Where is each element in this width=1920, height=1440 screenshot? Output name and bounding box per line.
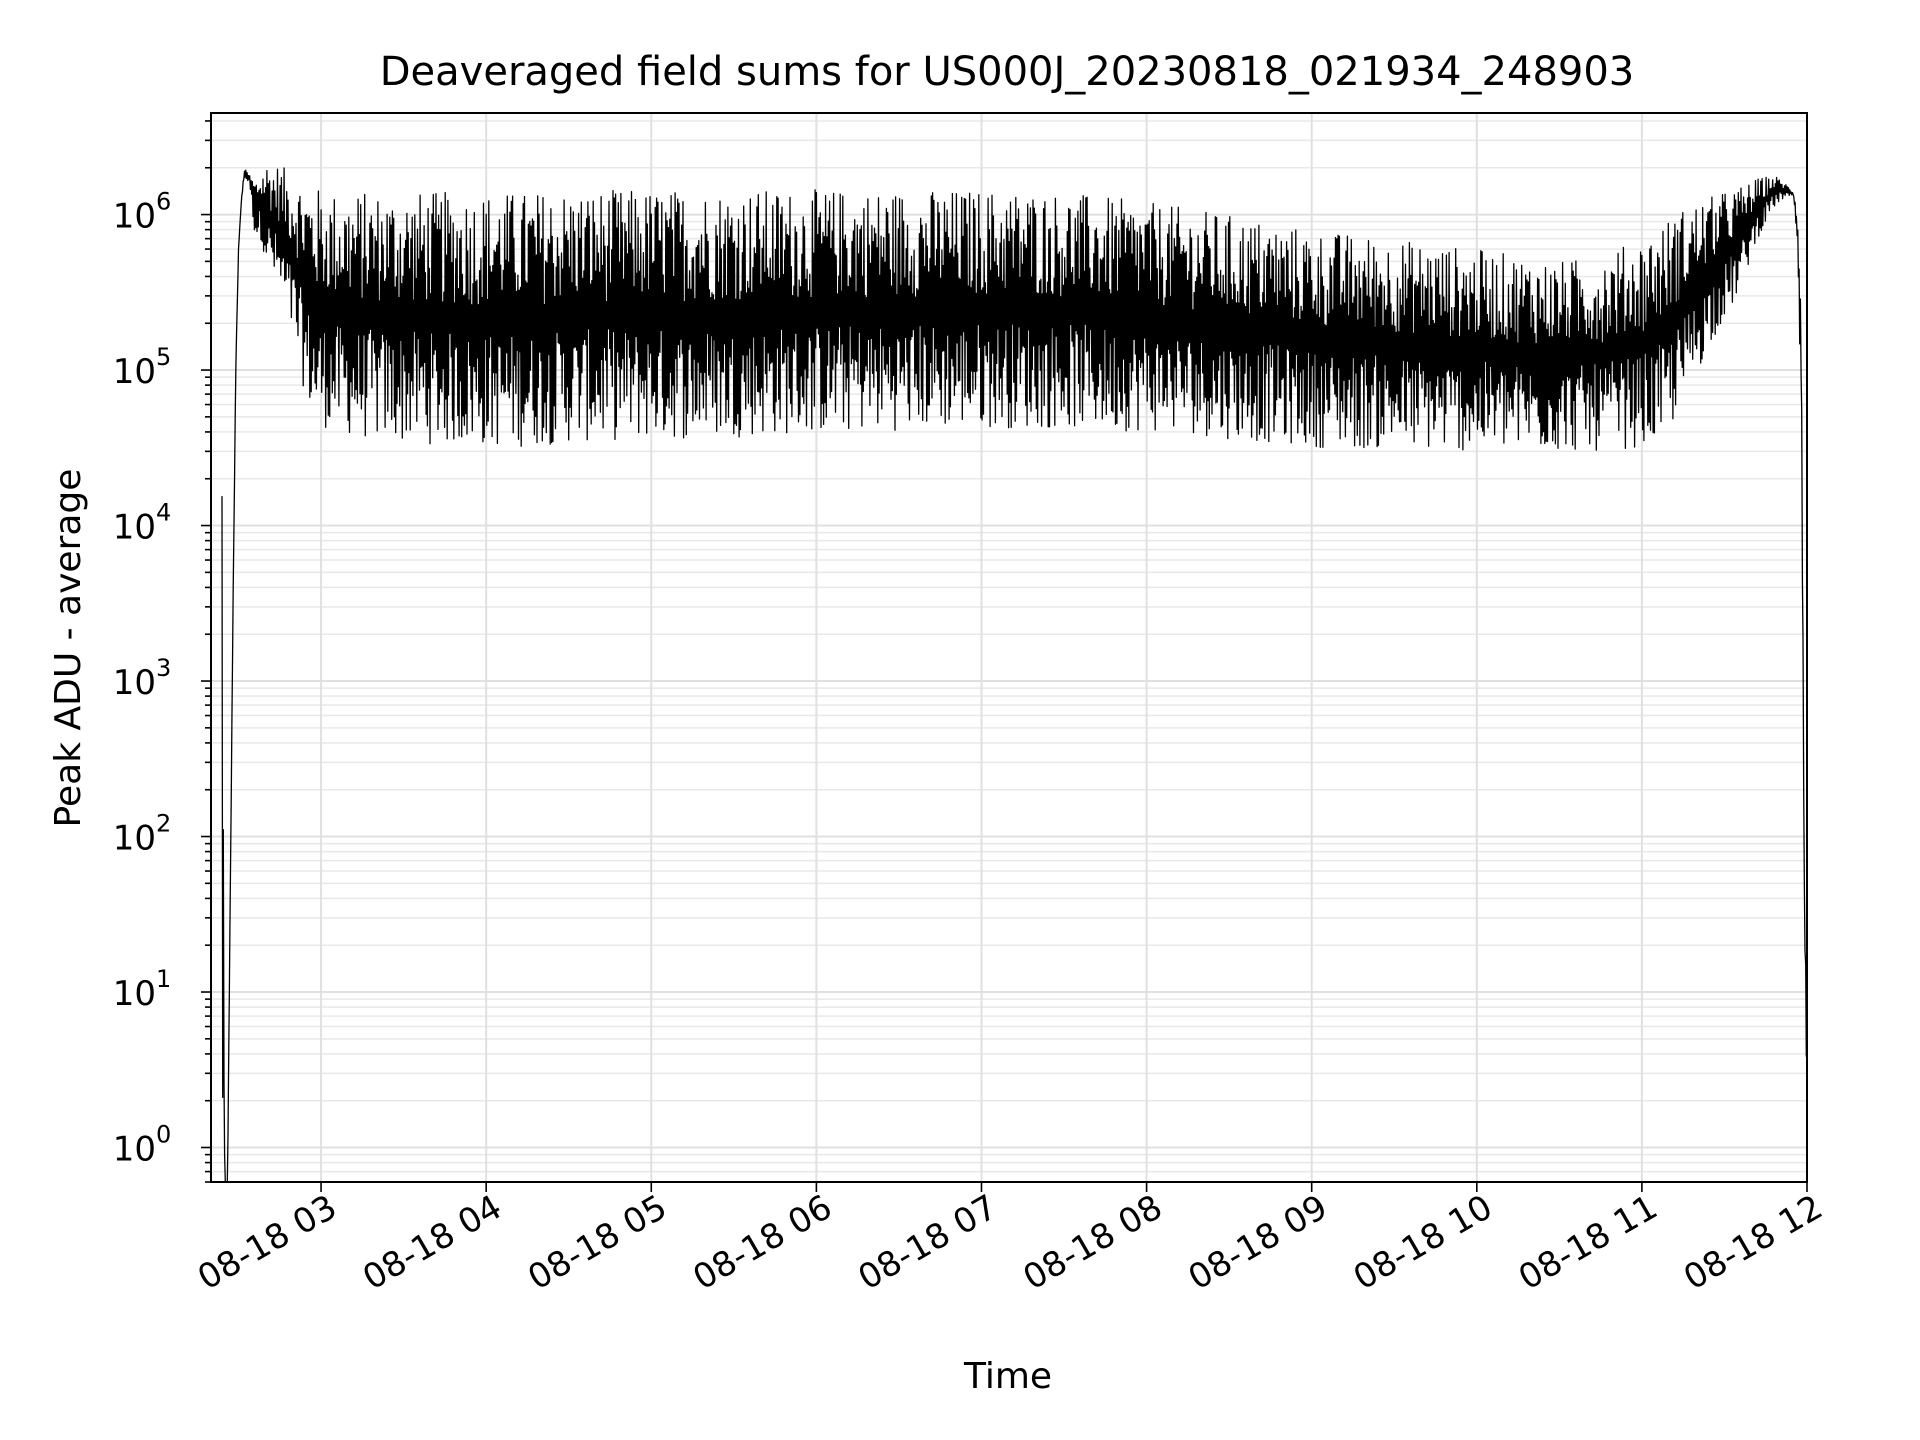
y-tick-label-exponent: 4 (156, 499, 171, 527)
y-tick-label-exponent: 2 (156, 810, 171, 838)
x-axis-label: Time (963, 1356, 1052, 1397)
y-tick-label: 10 (113, 1130, 156, 1170)
y-axis-label: Peak ADU - average (48, 469, 89, 828)
y-tick-label: 10 (113, 819, 156, 859)
y-tick-label: 10 (113, 508, 156, 548)
chart-title: Deaveraged field sums for US000J_2023081… (380, 49, 1635, 95)
series-layer (221, 167, 1808, 1183)
y-tick-label: 10 (113, 197, 156, 237)
y-tick-label: 10 (113, 663, 156, 703)
y-tick-label: 10 (113, 352, 156, 392)
series-line (221, 167, 1808, 1183)
y-tick-label-exponent: 1 (156, 965, 171, 993)
plot-frame (210, 112, 1808, 1183)
y-tick-label-exponent: 3 (156, 654, 171, 682)
y-tick-label-exponent: 6 (156, 188, 171, 216)
y-tick-label: 10 (113, 974, 156, 1014)
y-tick-label-exponent: 0 (156, 1121, 171, 1149)
y-tick-label-exponent: 5 (156, 343, 171, 371)
